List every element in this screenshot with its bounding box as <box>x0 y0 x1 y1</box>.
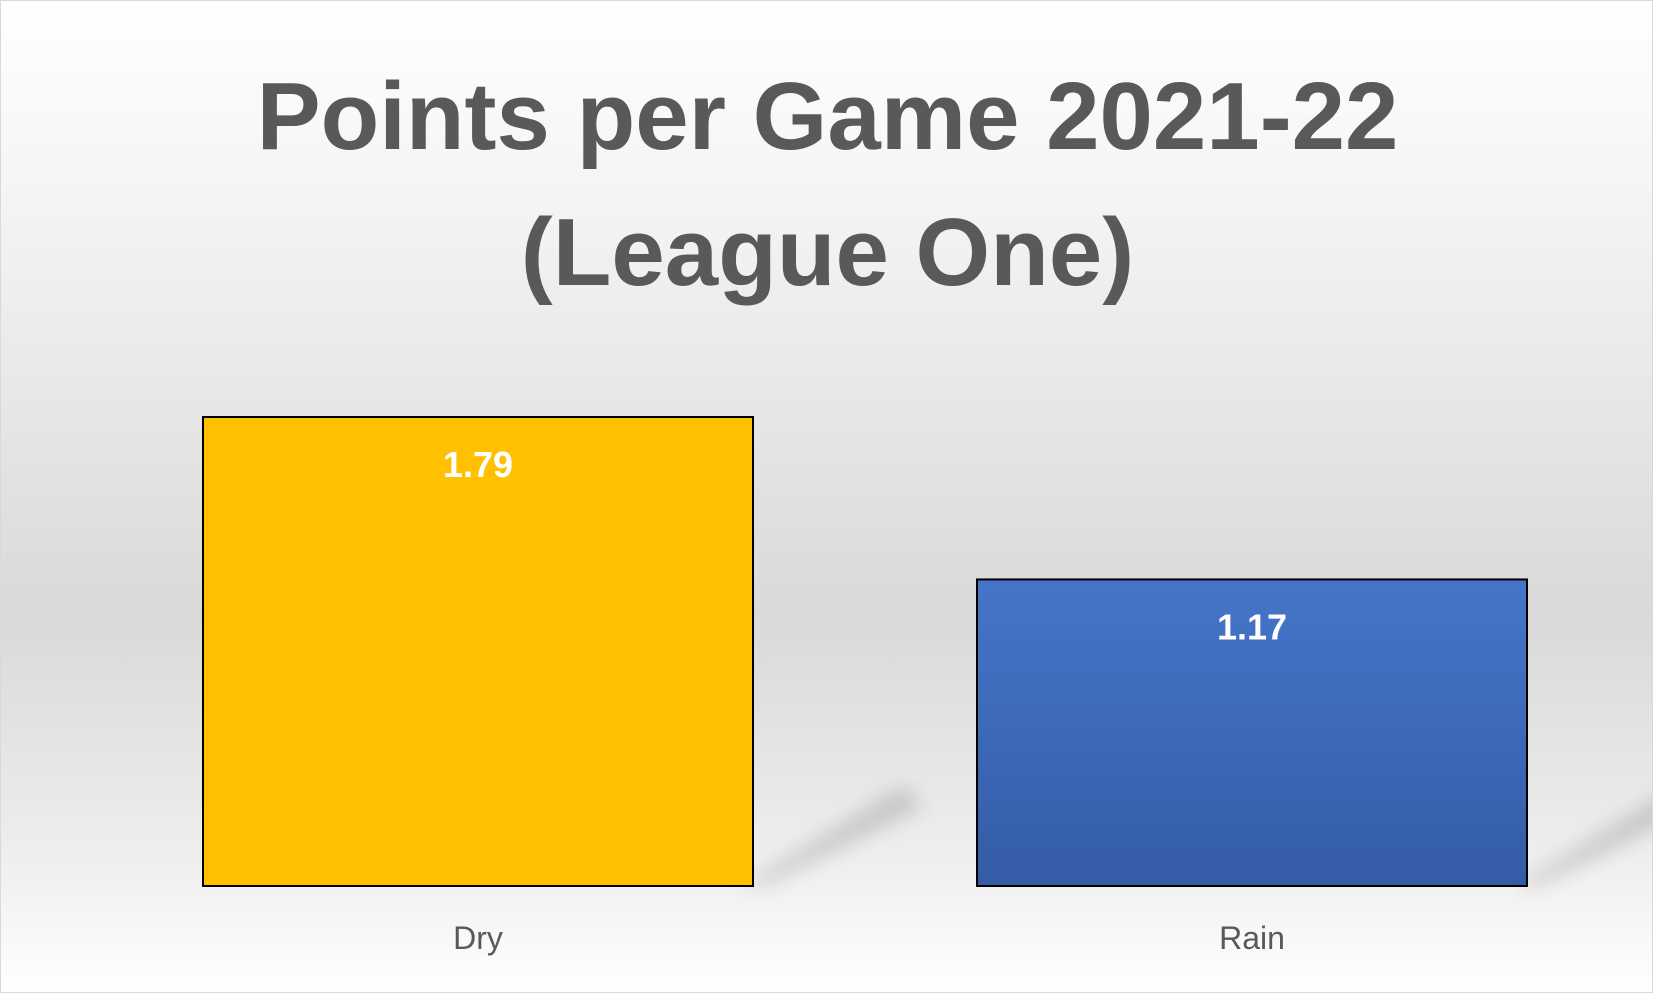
chart-title-line-1: Points per Game 2021-22 <box>256 63 1399 170</box>
data-label-dry: 1.79 <box>443 444 513 485</box>
chart-title-line-2: (League One) <box>520 199 1135 306</box>
category-label-rain: Rain <box>1219 920 1285 956</box>
bar-rain <box>976 578 1528 887</box>
bars <box>202 416 1528 887</box>
bar-dry <box>202 416 754 887</box>
bar-shadows <box>743 786 1652 886</box>
category-label-dry: Dry <box>453 920 503 956</box>
bar-shadow-rain <box>1517 801 1652 886</box>
chart-title: Points per Game 2021-22 (League One) <box>1 49 1652 321</box>
data-labels: 1.79 1.17 <box>443 444 1287 647</box>
bar-shadow-dry <box>743 786 923 886</box>
category-labels: Dry Rain <box>453 920 1285 956</box>
data-label-rain: 1.17 <box>1217 606 1287 647</box>
